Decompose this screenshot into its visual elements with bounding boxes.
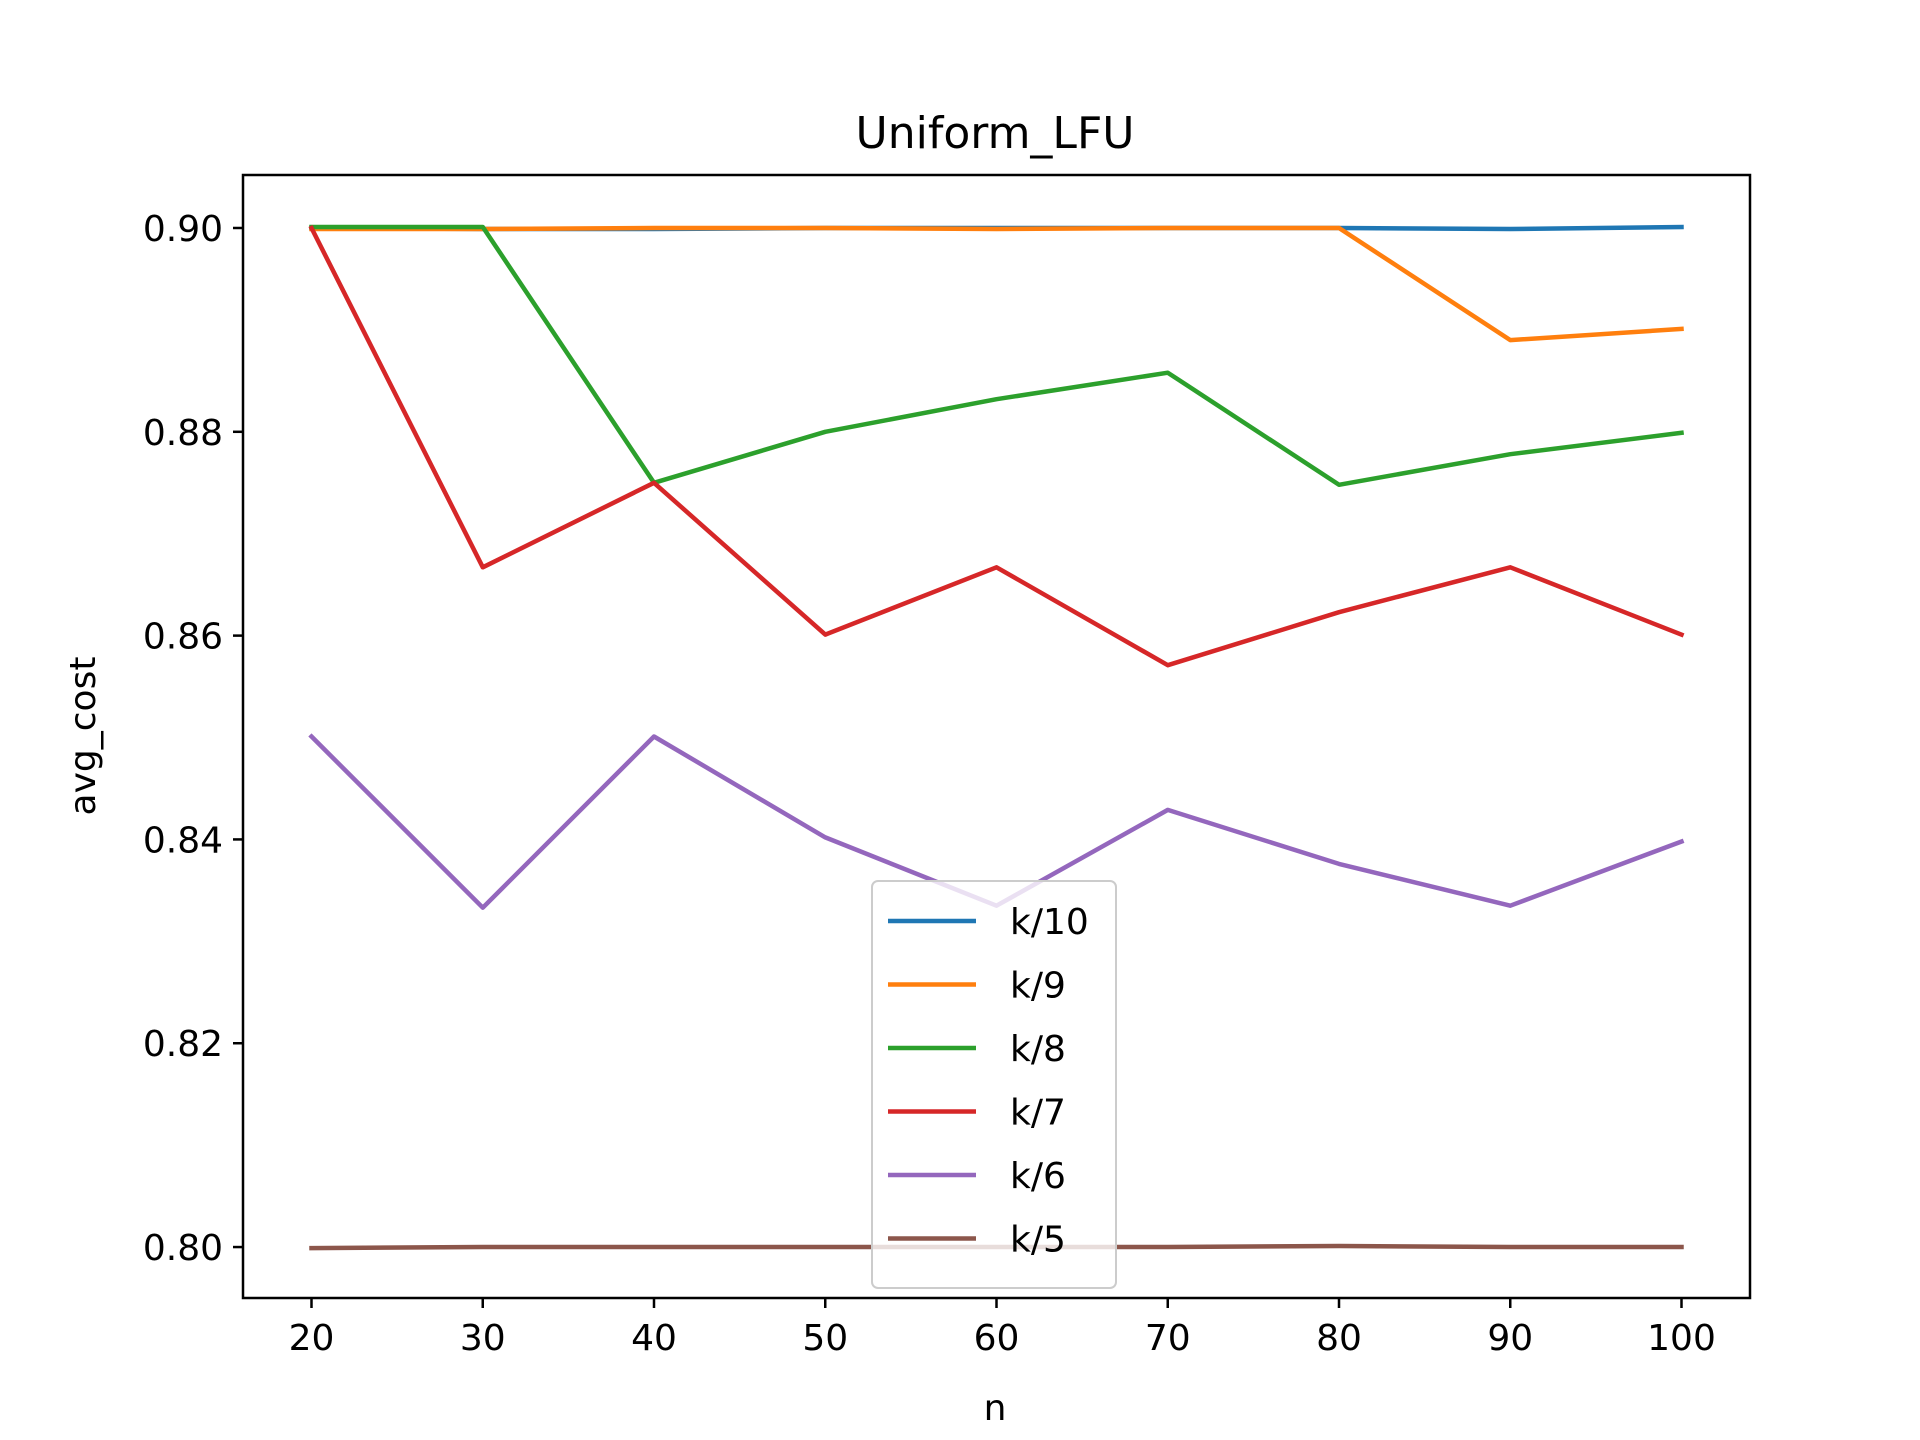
x-tick-label: 20	[289, 1318, 335, 1359]
x-tick-label: 50	[802, 1318, 848, 1359]
y-tick-label: 0.88	[143, 413, 223, 454]
legend-label: k/7	[1010, 1093, 1066, 1134]
x-tick-label: 30	[460, 1318, 506, 1359]
x-tick-label: 70	[1145, 1318, 1191, 1359]
legend: k/10 k/9 k/8 k/7 k/6 k/5	[871, 880, 1117, 1289]
legend-label: k/5	[1010, 1220, 1066, 1261]
y-axis: 0.80 0.82 0.84 0.86 0.88 0.90	[143, 209, 243, 1269]
legend-label: k/10	[1010, 902, 1089, 943]
x-tick-label: 100	[1647, 1318, 1716, 1359]
legend-label: k/6	[1010, 1156, 1066, 1197]
chart-title: Uniform_LFU	[856, 108, 1135, 159]
x-axis-label: n	[984, 1388, 1007, 1429]
y-tick-label: 0.86	[143, 617, 223, 658]
legend-label: k/9	[1010, 966, 1066, 1007]
series-line-k-7	[308, 224, 1685, 668]
series-line-k-8	[309, 224, 1685, 488]
x-tick-label: 80	[1316, 1318, 1362, 1359]
y-tick-label: 0.90	[143, 209, 223, 250]
x-axis: 20 30 40 50 60 70 80 90 100	[289, 1298, 1716, 1359]
x-tick-label: 40	[631, 1318, 677, 1359]
y-axis-label: avg_cost	[63, 657, 104, 816]
x-tick-label: 60	[974, 1318, 1020, 1359]
series-line-k-9	[309, 225, 1684, 343]
legend-label: k/8	[1010, 1029, 1066, 1070]
y-tick-label: 0.82	[143, 1024, 223, 1065]
y-tick-label: 0.80	[143, 1228, 223, 1269]
y-tick-label: 0.84	[143, 820, 223, 861]
x-tick-label: 90	[1487, 1318, 1533, 1359]
